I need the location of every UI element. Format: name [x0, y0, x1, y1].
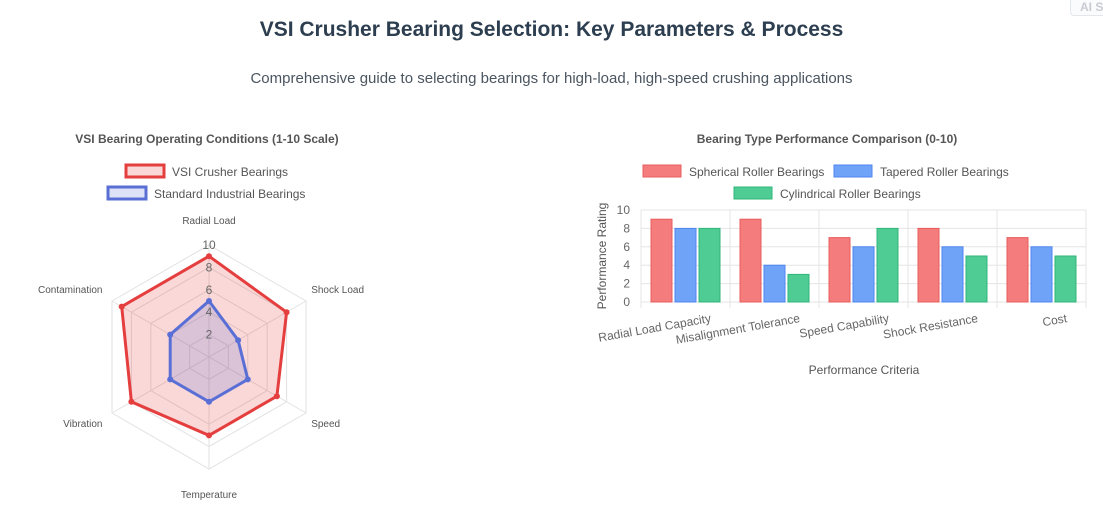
- bar-legend-item-cylindrical-roller-bearings[interactable]: Cylindrical Roller Bearings: [733, 186, 921, 201]
- radar-spoke: [208, 356, 307, 414]
- bar-legend-label: Tapered Roller Bearings: [880, 165, 1009, 179]
- radar-axis-label-temperature: Temperature: [181, 490, 238, 501]
- radar-spoke: [111, 356, 210, 414]
- radar-point-standard-industrial-bearings-speed[interactable]: [244, 376, 251, 383]
- bar-axes: 0 2 4 6 8 10 Radial Load CapacityMisalignment …: [597, 203, 1068, 347]
- radar-tick-label: 10: [202, 238, 216, 252]
- bar-legend[interactable]: Spherical Roller Bearings Tapered Roller …: [642, 164, 1009, 201]
- radar-point-vsi-crusher-bearings-temperature[interactable]: [206, 432, 212, 439]
- bar-tapered-roller-bearings-radial-load-capacity[interactable]: [674, 227, 697, 303]
- bar-cylindrical-roller-bearings-radial-load-capacity[interactable]: [698, 227, 721, 303]
- bar-spherical-roller-bearings-shock-resistance[interactable]: [917, 227, 940, 303]
- bar-tapered-roller-bearings-cost[interactable]: [1030, 246, 1053, 303]
- radar-axis-label-speed: Speed: [311, 419, 340, 430]
- radar-point-vsi-crusher-bearings-contamination[interactable]: [118, 303, 125, 310]
- bar-y-tick-label: 6: [623, 240, 630, 254]
- bar-y-tick-label: 8: [623, 221, 630, 235]
- bar-x-axis-title: Performance Criteria: [809, 363, 920, 377]
- page-title: VSI Crusher Bearing Selection: Key Param…: [259, 18, 844, 41]
- radar-legend-item-standard-industrial-bearings[interactable]: Standard Industrial Bearings: [106, 185, 305, 201]
- radar-legend[interactable]: VSI Crusher Bearings Standard Industrial …: [106, 163, 305, 201]
- bar-spherical-roller-bearings-radial-load-capacity[interactable]: [650, 218, 673, 303]
- radar-tick-label: 6: [206, 283, 213, 297]
- bar-legend-item-tapered-roller-bearings[interactable]: Tapered Roller Bearings: [833, 164, 1009, 179]
- bar-spherical-roller-bearings-misalignment-tolerance[interactable]: [739, 218, 762, 303]
- radar-spoke: [208, 300, 307, 358]
- radar-spoke: [111, 300, 210, 358]
- bar-x-tick-label-speed-capability: Speed Capability: [798, 311, 890, 341]
- bar-legend-item-spherical-roller-bearings[interactable]: Spherical Roller Bearings: [642, 164, 824, 179]
- radar-series: [118, 253, 290, 439]
- radar-axis-label-vibration: Vibration: [63, 419, 102, 430]
- radar-axis-label-radial-load: Radial Load: [182, 216, 235, 227]
- bar-cylindrical-roller-bearings-misalignment-tolerance[interactable]: [787, 273, 810, 303]
- radar-point-vsi-crusher-bearings-speed[interactable]: [273, 393, 280, 400]
- bar-tapered-roller-bearings-shock-resistance[interactable]: [941, 246, 964, 303]
- bar-y-tick-label: 0: [623, 295, 630, 309]
- radar-legend-label: VSI Crusher Bearings: [172, 165, 288, 179]
- radar-legend-swatch: [124, 163, 166, 179]
- radar-point-standard-industrial-bearings-contamination[interactable]: [167, 331, 174, 338]
- radar-legend-swatch: [106, 185, 148, 201]
- radar-point-vsi-crusher-bearings-radial-load[interactable]: [206, 253, 212, 260]
- corner-badge: AI S: [1070, 0, 1103, 16]
- radar-tick-label: 4: [206, 305, 213, 319]
- bar-legend-swatch: [642, 164, 682, 178]
- bar-y-tick-label: 4: [623, 258, 630, 272]
- bar-grid: [640, 209, 1087, 308]
- bar-x-tick-label-misalignment-tolerance: Misalignment Tolerance: [675, 311, 802, 347]
- bar-chart-title: Bearing Type Performance Comparison (0-1…: [697, 132, 958, 146]
- bar-y-axis-title: Performance Rating: [595, 203, 609, 310]
- bar-cylindrical-roller-bearings-cost[interactable]: [1054, 255, 1077, 303]
- bar-y-tick-label: 10: [617, 203, 631, 217]
- radar-axis-label-contamination: Contamination: [38, 285, 102, 296]
- radar-point-standard-industrial-bearings-temperature[interactable]: [206, 398, 212, 405]
- radar-axis-label-shock-load: Shock Load: [311, 285, 364, 296]
- bar-x-tick-label-radial-load-capacity: Radial Load Capacity: [597, 311, 712, 345]
- radar-point-standard-industrial-bearings-vibration[interactable]: [167, 376, 174, 383]
- bar-y-tick-label: 2: [623, 277, 630, 291]
- bar-tapered-roller-bearings-misalignment-tolerance[interactable]: [763, 264, 786, 303]
- radar-point-vsi-crusher-bearings-shock-load[interactable]: [283, 309, 290, 316]
- bar-legend-label: Cylindrical Roller Bearings: [780, 187, 921, 201]
- bar-x-tick-label-shock-resistance: Shock Resistance: [882, 311, 979, 342]
- bar-tapered-roller-bearings-speed-capability[interactable]: [852, 246, 875, 303]
- radar-chart-title: VSI Bearing Operating Conditions (1-10 S…: [75, 132, 338, 146]
- bar-x-tick-label-cost: Cost: [1041, 311, 1068, 329]
- bar-marks: [650, 218, 1077, 303]
- bar-cylindrical-roller-bearings-shock-resistance[interactable]: [965, 255, 988, 303]
- radar-tick-label: 8: [206, 260, 213, 274]
- bar-legend-label: Spherical Roller Bearings: [689, 165, 824, 179]
- bar-cylindrical-roller-bearings-speed-capability[interactable]: [876, 227, 899, 303]
- bar-legend-swatch: [833, 164, 873, 178]
- radar-point-standard-industrial-bearings-radial-load[interactable]: [206, 298, 212, 304]
- bar-legend-swatch: [733, 186, 773, 200]
- bar-spherical-roller-bearings-speed-capability[interactable]: [828, 237, 851, 303]
- radar-point-vsi-crusher-bearings-vibration[interactable]: [128, 398, 135, 405]
- radar-tick-label: 2: [206, 328, 213, 342]
- radar-legend-label: Standard Industrial Bearings: [154, 187, 305, 201]
- radar-labels: 2 4 6 8 10 Radial Load Shock Load Speed Temperat…: [38, 216, 364, 501]
- radar-legend-item-vsi-crusher-bearings[interactable]: VSI Crusher Bearings: [124, 163, 288, 179]
- radar-point-standard-industrial-bearings-shock-load[interactable]: [235, 337, 242, 344]
- page-subtitle: Comprehensive guide to selecting bearing…: [250, 70, 853, 87]
- radar-chart: VSI Bearing Operating Conditions (1-10 S…: [38, 132, 364, 501]
- bar-spherical-roller-bearings-cost[interactable]: [1006, 237, 1029, 303]
